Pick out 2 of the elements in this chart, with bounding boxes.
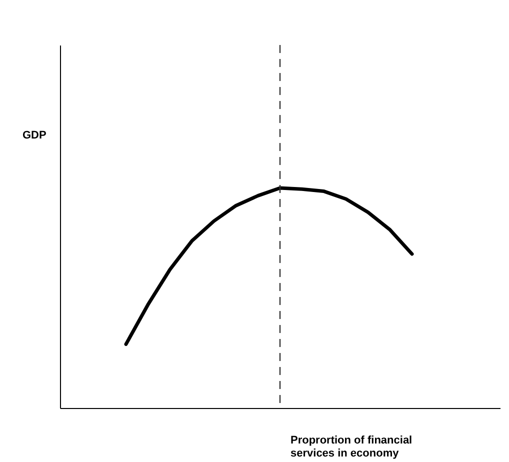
y-axis-title: GDP <box>22 130 46 142</box>
x-axis-title: Proprortion of financial services in economy <box>290 434 412 460</box>
